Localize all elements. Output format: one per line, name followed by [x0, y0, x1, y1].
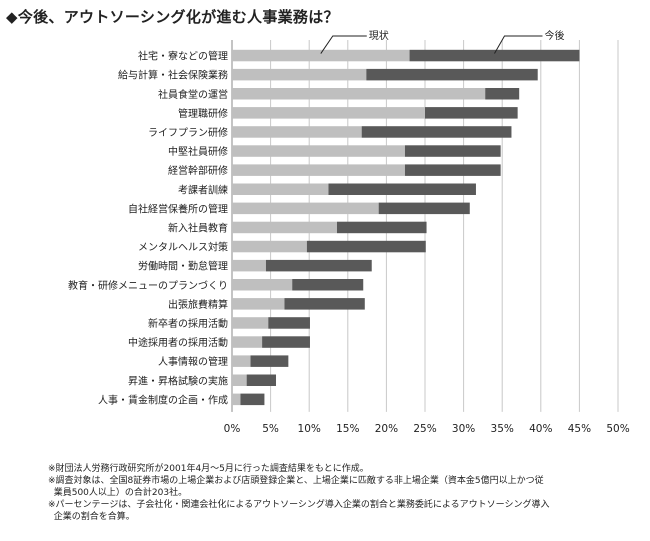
bar-kongo — [361, 126, 512, 138]
category-label: 社宅・寮などの管理 — [138, 50, 228, 63]
bar-genjo — [232, 126, 362, 138]
bar-genjo — [232, 221, 337, 234]
bar-kongo — [336, 221, 427, 234]
bar-genjo — [232, 317, 269, 329]
category-label: 社員食堂の運営 — [158, 88, 228, 101]
bar-genjo — [232, 298, 285, 310]
category-label: ライフプラン研修 — [148, 126, 228, 139]
x-tick-label: 5% — [262, 423, 279, 435]
bar-kongo — [409, 49, 580, 62]
category-label: 新入社員教育 — [168, 221, 228, 234]
category-label: 自社経営保養所の管理 — [128, 202, 228, 215]
legend-label-genjo: 現状 — [369, 29, 389, 42]
category-label: 教育・研修メニューのプランづくり — [68, 279, 228, 292]
bars — [232, 49, 580, 406]
bar-kongo — [284, 298, 365, 310]
footnote-3: ※パーセンテージは、子会社化・関連会社化によるアウトソーシング導入企業の割合と業… — [48, 500, 550, 522]
bar-kongo — [265, 259, 372, 272]
category-label: 出張旅費精算 — [168, 298, 228, 311]
bar-genjo — [232, 336, 263, 348]
legend-label-kongo: 今後 — [544, 29, 564, 42]
bar-kongo — [378, 202, 470, 215]
bar-kongo — [262, 336, 310, 348]
bar-kongo — [404, 145, 501, 157]
x-tick-label: 20% — [375, 423, 398, 435]
category-label: 経営幹部研修 — [168, 164, 228, 177]
bar-kongo — [306, 240, 426, 253]
bar-chart: 社宅・寮などの管理給与計算・社会保険業務社員食堂の運営管理職研修ライフプラン研修… — [68, 29, 630, 435]
chart-title: ◆今後、アウトソーシング化が進む人事業務は？ — [6, 8, 339, 26]
bar-genjo — [232, 202, 379, 215]
x-tick-label: 15% — [336, 423, 359, 435]
bar-kongo — [246, 374, 277, 386]
bar-genjo — [232, 68, 367, 81]
bar-genjo — [232, 374, 247, 386]
bar-kongo — [328, 183, 476, 195]
category-label: 管理職研修 — [178, 107, 228, 120]
bar-kongo — [240, 393, 265, 406]
category-label: 昇進・昇格試験の実施 — [128, 374, 228, 387]
bar-genjo — [232, 145, 405, 157]
x-tick-label: 25% — [413, 423, 436, 435]
legend-leader-kongo — [494, 35, 543, 54]
category-label: 中途採用者の採用活動 — [128, 336, 228, 349]
x-tick-label: 0% — [224, 423, 241, 435]
x-tick-labels: 0% 5% 10% 15% 20% 25% 30% 35% 40% 45% 50% — [224, 423, 630, 435]
category-label: 労働時間・勤怠管理 — [138, 260, 228, 273]
bar-kongo — [404, 164, 501, 176]
x-tick-label: 45% — [568, 423, 591, 435]
bar-genjo — [232, 107, 425, 119]
category-labels: 社宅・寮などの管理給与計算・社会保険業務社員食堂の運営管理職研修ライフプラン研修… — [68, 50, 228, 407]
category-label: 人事情報の管理 — [158, 355, 228, 368]
bar-kongo — [485, 88, 520, 100]
bar-genjo — [232, 88, 486, 100]
bar-genjo — [232, 164, 405, 176]
category-label: 新卒者の採用活動 — [148, 317, 228, 330]
category-label: メンタルヘルス対策 — [138, 241, 228, 254]
bar-genjo — [232, 355, 251, 367]
bar-genjo — [232, 259, 266, 272]
bar-genjo — [232, 279, 293, 291]
bar-genjo — [232, 49, 410, 62]
category-label: 中堅社員研修 — [168, 145, 228, 158]
bar-kongo — [366, 68, 538, 81]
category-label: 給与計算・社会保険業務 — [118, 69, 228, 82]
bar-genjo — [232, 183, 329, 195]
footnote-2: ※調査対象は、全国8証券市場の上場企業および店頭登録企業と、上場企業に匹敵する非… — [48, 476, 544, 498]
bar-kongo — [292, 279, 364, 291]
bar-kongo — [425, 107, 518, 119]
bar-kongo — [268, 317, 310, 329]
category-label: 考課者訓練 — [178, 183, 228, 196]
x-tick-label: 35% — [491, 423, 514, 435]
category-label: 人事・賃金制度の企画・作成 — [98, 393, 228, 406]
bar-genjo — [232, 240, 307, 253]
x-tick-label: 30% — [452, 423, 475, 435]
legend: 現状 今後 — [320, 29, 564, 54]
x-tick-label: 50% — [606, 423, 629, 435]
x-tick-label: 10% — [298, 423, 321, 435]
footnote-1: ※財団法人労務行政研究所が2001年4月～5月に行った調査結果をもとに作成。 — [48, 464, 369, 474]
footnotes: ※財団法人労務行政研究所が2001年4月～5月に行った調査結果をもとに作成。 ※… — [48, 463, 644, 523]
bar-kongo — [250, 355, 289, 367]
bar-genjo — [232, 393, 241, 406]
legend-leader-genjo — [320, 35, 367, 54]
x-tick-label: 40% — [529, 423, 552, 435]
